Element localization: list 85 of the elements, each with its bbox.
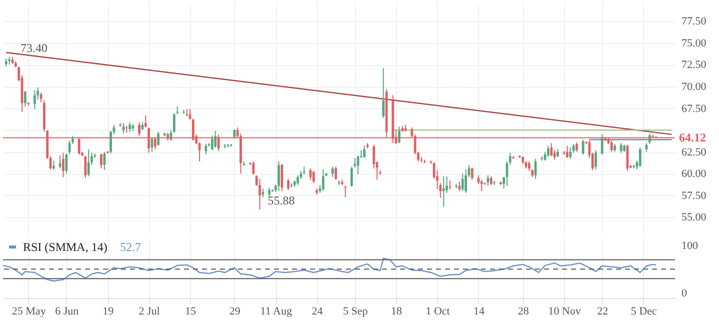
x-tick-label: 18 bbox=[391, 306, 403, 318]
annotation: 73.40 bbox=[20, 40, 48, 55]
candlestick bbox=[52, 160, 55, 171]
line-series bbox=[2, 258, 657, 282]
candlestick bbox=[34, 89, 36, 110]
x-tick-label: 28 bbox=[518, 306, 530, 318]
candlestick bbox=[448, 180, 452, 190]
y-tick-label: 55.00 bbox=[682, 212, 707, 224]
y-tick-label: 75.00 bbox=[682, 37, 707, 50]
candlestick bbox=[550, 142, 553, 157]
candlestick bbox=[211, 134, 214, 151]
candlestick bbox=[610, 140, 613, 152]
candlestick bbox=[620, 142, 622, 154]
candlestick bbox=[334, 166, 338, 180]
candlestick bbox=[442, 176, 445, 208]
candlestick bbox=[648, 133, 651, 145]
candlestick bbox=[65, 153, 68, 174]
candlestick bbox=[87, 148, 90, 177]
x-tick-label: 1 Oct bbox=[426, 306, 450, 318]
x-tick-label: 2 Jul bbox=[138, 306, 160, 318]
candlestick bbox=[287, 178, 290, 191]
candlestick bbox=[576, 142, 578, 152]
x-tick-label: 25 May bbox=[12, 306, 46, 318]
x-tick-label: 10 Nov bbox=[548, 306, 582, 318]
candlestick bbox=[302, 166, 306, 175]
candlestick bbox=[566, 145, 568, 158]
candlestick bbox=[547, 145, 550, 158]
candlestick bbox=[258, 178, 261, 210]
x-tick-label: 14 bbox=[473, 306, 485, 318]
candlestick bbox=[278, 160, 280, 192]
candlestick bbox=[363, 145, 366, 158]
candlestick bbox=[252, 160, 255, 175]
candlestick bbox=[638, 146, 642, 168]
candlestick bbox=[470, 167, 474, 180]
x-tick-label: 22 bbox=[597, 306, 608, 318]
x-tick-label: 29 bbox=[229, 306, 241, 318]
x-tick-label: 11 Aug bbox=[260, 306, 292, 318]
x-tick-label: 5 Sep bbox=[342, 306, 368, 318]
y-tick-label: 72.50 bbox=[682, 59, 707, 72]
y-tick-label: 57.50 bbox=[682, 190, 707, 202]
legend-label: RSI (SMMA, 14) bbox=[23, 240, 108, 254]
candlestick bbox=[62, 152, 64, 178]
candlestick bbox=[528, 160, 530, 172]
y-tick-label: 0 bbox=[682, 287, 688, 300]
ref-line-label: 64.12 bbox=[679, 130, 706, 145]
candlestick bbox=[594, 150, 597, 170]
y-tick-label: 77.50 bbox=[682, 16, 707, 28]
candlestick bbox=[382, 68, 385, 118]
candlestick bbox=[144, 114, 147, 128]
candlestick bbox=[103, 151, 106, 171]
x-tick-label: 15 bbox=[185, 306, 197, 318]
candlestick bbox=[296, 174, 299, 186]
candlestick bbox=[464, 168, 467, 194]
candlestick bbox=[24, 90, 26, 108]
candlestick bbox=[350, 166, 353, 188]
y-tick-label: 67.50 bbox=[682, 102, 707, 115]
y-tick-label: 100 bbox=[682, 240, 698, 252]
candlestick bbox=[204, 144, 208, 155]
candlestick bbox=[322, 168, 324, 192]
candlestick bbox=[461, 173, 464, 192]
x-tick-label: 19 bbox=[102, 306, 114, 318]
annotation: 52.7 bbox=[120, 240, 141, 254]
candlestick bbox=[480, 179, 483, 192]
candlestick bbox=[344, 185, 347, 198]
candlestick bbox=[582, 139, 584, 155]
candlestick bbox=[68, 140, 71, 155]
y-tick-label: 60.00 bbox=[682, 168, 707, 180]
candlestick bbox=[569, 146, 572, 160]
candlestick bbox=[128, 122, 131, 132]
candlestick bbox=[312, 170, 315, 184]
candlestick bbox=[157, 131, 160, 146]
candlestick bbox=[100, 153, 102, 169]
candlestick bbox=[331, 166, 334, 178]
annotation: 55.88 bbox=[268, 194, 295, 208]
candlestick bbox=[84, 156, 87, 178]
x-tick-label: 24 bbox=[312, 306, 324, 318]
x-tick-label: 6 Jun bbox=[55, 306, 80, 318]
y-tick-label: 70.00 bbox=[682, 81, 707, 94]
candlestick bbox=[600, 134, 604, 155]
candlestick bbox=[398, 126, 400, 144]
x-tick-label: 5 Dec bbox=[630, 306, 657, 318]
candlestick bbox=[214, 130, 217, 148]
candlestick bbox=[233, 128, 236, 140]
candlestick bbox=[354, 157, 356, 168]
y-tick-label: 62.50 bbox=[682, 146, 707, 158]
